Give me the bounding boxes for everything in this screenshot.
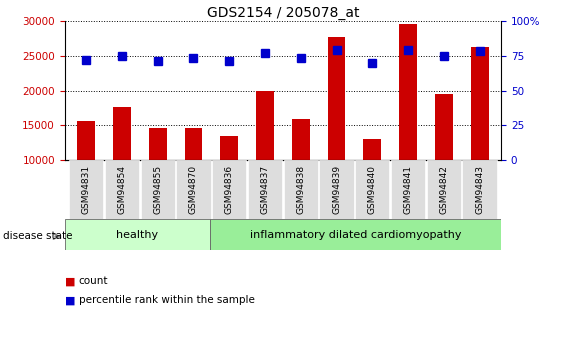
Text: disease state: disease state: [3, 231, 72, 241]
Text: GSM94836: GSM94836: [225, 165, 234, 214]
Text: GSM94840: GSM94840: [368, 165, 377, 214]
FancyBboxPatch shape: [69, 160, 104, 219]
FancyBboxPatch shape: [248, 160, 282, 219]
Text: percentile rank within the sample: percentile rank within the sample: [79, 295, 254, 305]
Bar: [256, 90, 274, 160]
FancyBboxPatch shape: [355, 160, 390, 219]
Text: GSM94839: GSM94839: [332, 165, 341, 214]
Text: GSM94870: GSM94870: [189, 165, 198, 214]
FancyBboxPatch shape: [141, 160, 175, 219]
Text: ■: ■: [65, 295, 75, 305]
FancyBboxPatch shape: [462, 160, 497, 219]
Text: count: count: [79, 276, 108, 286]
Bar: [113, 107, 131, 160]
Title: GDS2154 / 205078_at: GDS2154 / 205078_at: [207, 6, 359, 20]
FancyBboxPatch shape: [284, 160, 318, 219]
Bar: [292, 119, 310, 160]
FancyBboxPatch shape: [319, 160, 354, 219]
Text: GSM94841: GSM94841: [404, 165, 413, 214]
Bar: [220, 136, 238, 160]
FancyBboxPatch shape: [210, 219, 501, 250]
Bar: [328, 37, 346, 160]
Text: ■: ■: [65, 276, 75, 286]
Text: healthy: healthy: [117, 230, 159, 239]
FancyBboxPatch shape: [212, 160, 247, 219]
FancyBboxPatch shape: [65, 219, 210, 250]
FancyBboxPatch shape: [105, 160, 139, 219]
Bar: [399, 24, 417, 160]
FancyBboxPatch shape: [176, 160, 211, 219]
Bar: [149, 128, 167, 160]
Text: inflammatory dilated cardiomyopathy: inflammatory dilated cardiomyopathy: [250, 230, 461, 239]
Bar: [435, 94, 453, 160]
Text: GSM94854: GSM94854: [118, 165, 127, 214]
Text: GSM94842: GSM94842: [439, 165, 448, 214]
Text: GSM94837: GSM94837: [261, 165, 270, 214]
Bar: [363, 139, 381, 160]
Text: GSM94831: GSM94831: [82, 165, 91, 214]
FancyBboxPatch shape: [427, 160, 461, 219]
Text: GSM94855: GSM94855: [153, 165, 162, 214]
FancyBboxPatch shape: [391, 160, 425, 219]
Bar: [185, 128, 203, 160]
Bar: [471, 47, 489, 160]
Bar: [77, 121, 95, 160]
Text: GSM94838: GSM94838: [296, 165, 305, 214]
Text: GSM94843: GSM94843: [475, 165, 484, 214]
